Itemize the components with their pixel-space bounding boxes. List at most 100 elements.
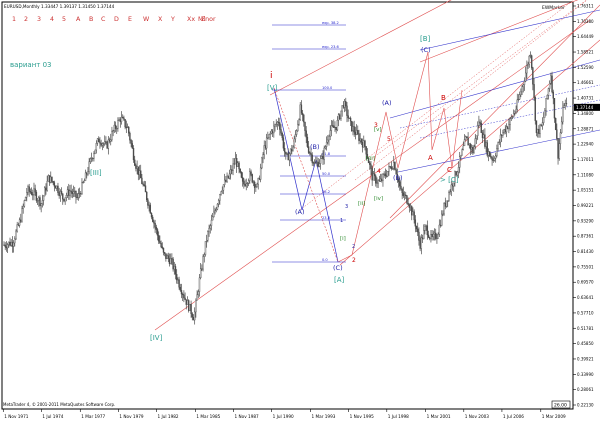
candle-body <box>38 197 40 201</box>
candle-body <box>293 138 295 148</box>
candle-body <box>494 155 497 159</box>
candle-body <box>159 240 161 244</box>
wave-label[interactable]: (C) <box>421 46 431 54</box>
candle-body <box>379 178 382 182</box>
candle-body <box>186 300 189 305</box>
red-dashed-line <box>299 0 574 211</box>
candle-body <box>93 153 95 159</box>
candle-body <box>492 159 494 161</box>
wave-label[interactable]: [i] <box>340 236 346 242</box>
y-tick-label: 0.51781 <box>577 326 594 331</box>
wave-menu-item-4[interactable]: 4 <box>50 16 54 23</box>
wave-label[interactable]: i <box>270 71 273 81</box>
wave-menu-item-xx[interactable]: Xx <box>187 16 195 23</box>
candle-body <box>303 114 305 123</box>
wave-label[interactable]: (C) <box>333 264 343 272</box>
wave-label[interactable]: 1 <box>340 218 343 224</box>
candle-body <box>300 104 303 114</box>
candle-body <box>414 219 417 227</box>
wave-labels[interactable]: [III] [IV] [V] i (A) (B) (C) [A] [B] (C) (A) (B) A B C… <box>90 35 459 342</box>
x-tick-label: 1 Mar 1993 <box>312 414 336 419</box>
wave-label[interactable]: [ii] <box>358 201 365 207</box>
candle-body <box>171 258 173 260</box>
wave-label[interactable]: A <box>428 154 433 162</box>
wave-menu-item-5[interactable]: 5 <box>62 16 66 23</box>
wave-label[interactable]: 3 <box>345 204 348 210</box>
candle-body <box>35 192 38 201</box>
wave-label[interactable]: [B] <box>420 35 431 43</box>
wave-label[interactable]: C <box>447 166 452 174</box>
wave-label[interactable]: 2 <box>352 244 355 250</box>
wave-label[interactable]: B <box>441 94 446 102</box>
wave-menu-item-w[interactable]: W <box>143 16 150 23</box>
candle-body <box>317 161 319 167</box>
candle-body <box>126 126 129 128</box>
wave-menu-item-1[interactable]: 1 <box>12 16 16 23</box>
wave-label[interactable]: [iii] <box>366 156 375 162</box>
fib-level-label: 0.0 <box>322 258 328 262</box>
candle-body <box>532 67 534 85</box>
plot-area[interactable] <box>1 1 574 410</box>
y-tick-label: 0.63641 <box>577 295 594 300</box>
candle-body <box>130 140 132 144</box>
wave-label[interactable]: (B) <box>393 174 403 182</box>
candle-body <box>291 148 293 152</box>
candle-body <box>47 175 50 182</box>
candle-body <box>64 197 66 202</box>
candle-body <box>500 134 503 136</box>
wave-label[interactable]: [III] <box>90 169 102 177</box>
wave-menu-item-a[interactable]: A <box>76 16 81 23</box>
wave-label[interactable]: [iv] <box>374 196 383 202</box>
candle-body <box>417 228 419 233</box>
candle-body <box>216 203 219 210</box>
y-tick-label: 0.57710 <box>577 310 594 315</box>
trend-channels[interactable] <box>154 0 600 331</box>
wave-label[interactable]: 5 <box>387 136 391 143</box>
candle-body <box>502 132 504 136</box>
candle-body <box>559 132 562 144</box>
wave-menu-item-y[interactable]: Y <box>170 16 175 23</box>
candle-body <box>354 131 357 135</box>
candle-body <box>265 137 268 149</box>
candle-body <box>461 149 463 156</box>
candle-body <box>341 105 343 112</box>
wave-label[interactable]: [V] <box>267 84 278 92</box>
wave-label[interactable]: 3 <box>374 122 378 129</box>
candle-body <box>281 132 283 138</box>
price-candles <box>3 51 568 325</box>
price-axis[interactable]: 1.76311 1.70380 1.64449 1.58521 1.52590 1.466… <box>573 3 600 408</box>
wave-menu-item-e[interactable]: E <box>128 16 132 23</box>
candle-body <box>184 297 186 300</box>
wave-label[interactable]: (B) <box>310 143 320 151</box>
wave-label[interactable]: 4 <box>377 168 381 175</box>
candle-body <box>65 195 68 198</box>
wave-menu-item-3[interactable]: 3 <box>37 16 41 23</box>
candle-body <box>250 171 252 175</box>
wave-menu-item-z[interactable]: Z <box>201 16 206 23</box>
wave-label[interactable]: (A) <box>382 99 392 107</box>
candle-body <box>504 129 506 133</box>
wave-menu-item-d[interactable]: D <box>114 16 119 23</box>
y-tick-label: 1.34800 <box>577 111 594 116</box>
wave-menu-item-minor[interactable]: Minor <box>198 16 216 23</box>
candle-body <box>536 128 539 134</box>
wave-menu-item-b[interactable]: B <box>89 16 93 23</box>
candle-body <box>60 191 63 194</box>
time-axis[interactable]: 1 Nov 1971 1 Jul 1974 1 Mar 1977 1 Nov 1979… <box>2 409 566 419</box>
fibonacci-levels[interactable]: exp. 38.2 exp. 23.6 100.0 61.8 50.0 38.2 23.6 0… <box>272 21 346 263</box>
wave-menu-item-x[interactable]: X <box>158 16 163 23</box>
candle-body <box>228 173 231 179</box>
wave-label[interactable]: 2 <box>352 257 356 264</box>
wave-label[interactable]: [IV] <box>150 334 163 342</box>
wave-label[interactable]: (A) <box>295 208 305 216</box>
wave-label[interactable]: [v] <box>374 127 382 133</box>
candle-body <box>152 216 154 222</box>
wave-label[interactable]: > [C] <box>440 176 459 184</box>
wave-label[interactable]: [A] <box>334 276 345 284</box>
candle-body <box>69 190 71 196</box>
wave-menu-item-2[interactable]: 2 <box>24 16 28 23</box>
wave-menu-item-c[interactable]: C <box>101 16 106 23</box>
candle-body <box>40 203 42 207</box>
